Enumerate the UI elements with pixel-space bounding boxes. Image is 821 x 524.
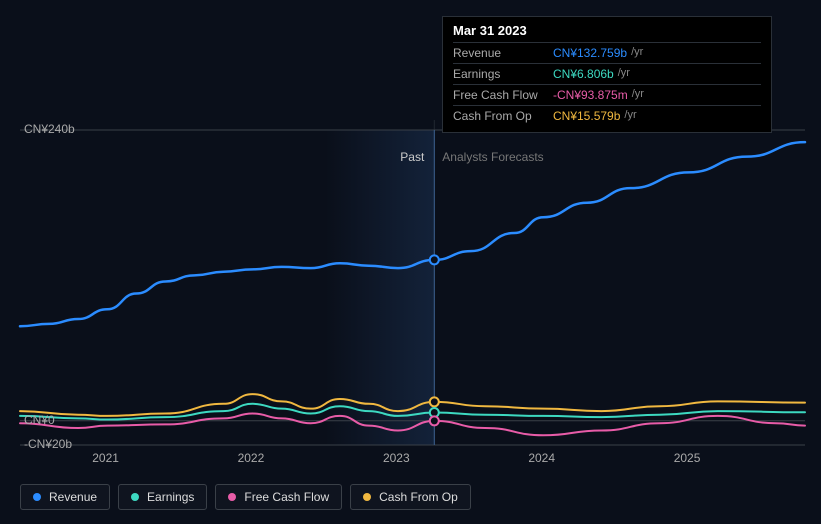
tooltip-row-unit: /yr [631, 46, 643, 60]
chart-legend: Revenue Earnings Free Cash Flow Cash From O… [20, 484, 471, 510]
forecast-label: Analysts Forecasts [442, 150, 543, 164]
x-axis-label: 2021 [92, 451, 119, 465]
tooltip-row-label: Earnings [453, 67, 553, 81]
tooltip-date: Mar 31 2023 [453, 23, 761, 42]
hover-tooltip: Mar 31 2023 RevenueCN¥132.759b/yrEarning… [442, 16, 772, 133]
tooltip-row-value: CN¥15.579b [553, 109, 620, 123]
legend-dot-icon [363, 493, 371, 501]
tooltip-row: Free Cash Flow-CN¥93.875m/yr [453, 84, 761, 105]
tooltip-row-label: Revenue [453, 46, 553, 60]
tooltip-row: EarningsCN¥6.806b/yr [453, 63, 761, 84]
legend-dot-icon [33, 493, 41, 501]
legend-item-cash-from-op[interactable]: Cash From Op [350, 484, 471, 510]
tooltip-row-label: Free Cash Flow [453, 88, 553, 102]
financial-chart: CN¥240bCN¥0-CN¥20b 20212022202320242025 … [0, 0, 821, 524]
x-axis-label: 2025 [674, 451, 701, 465]
legend-dot-icon [228, 493, 236, 501]
legend-item-earnings[interactable]: Earnings [118, 484, 207, 510]
tooltip-row-unit: /yr [618, 67, 630, 81]
tooltip-row: Cash From OpCN¥15.579b/yr [453, 105, 761, 126]
legend-dot-icon [131, 493, 139, 501]
tooltip-row-unit: /yr [632, 88, 644, 102]
x-axis-label: 2024 [528, 451, 555, 465]
tooltip-row-value: -CN¥93.875m [553, 88, 628, 102]
tooltip-row-value: CN¥6.806b [553, 67, 614, 81]
y-axis-label: -CN¥20b [24, 437, 72, 451]
past-label: Past [400, 150, 424, 164]
tooltip-row: RevenueCN¥132.759b/yr [453, 42, 761, 63]
legend-item-free-cash-flow[interactable]: Free Cash Flow [215, 484, 342, 510]
tooltip-row-unit: /yr [624, 109, 636, 123]
legend-item-revenue[interactable]: Revenue [20, 484, 110, 510]
legend-item-label: Earnings [147, 490, 194, 504]
legend-item-label: Free Cash Flow [244, 490, 329, 504]
y-axis-label: CN¥0 [24, 413, 55, 427]
legend-item-label: Revenue [49, 490, 97, 504]
x-axis-label: 2023 [383, 451, 410, 465]
tooltip-row-value: CN¥132.759b [553, 46, 627, 60]
y-axis-label: CN¥240b [24, 122, 75, 136]
x-axis-label: 2022 [238, 451, 265, 465]
legend-item-label: Cash From Op [379, 490, 458, 504]
tooltip-row-label: Cash From Op [453, 109, 553, 123]
